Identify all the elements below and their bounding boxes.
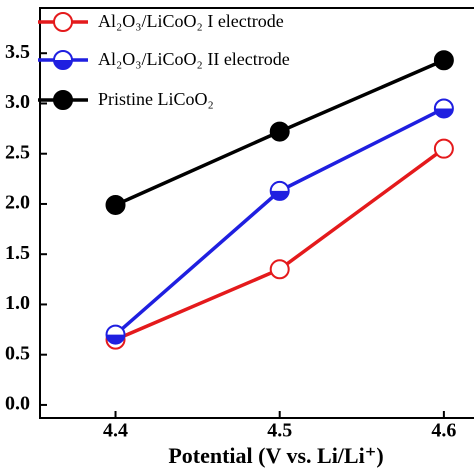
marker-half [434, 108, 453, 118]
x-tick-label: 4.5 [267, 420, 292, 442]
data-point [433, 138, 454, 159]
legend-label: Al₂O₃/LiCoO₂ I electrode [98, 11, 284, 31]
data-point [269, 121, 290, 142]
marker-fill [269, 121, 290, 142]
marker-half [270, 190, 289, 200]
data-point [105, 194, 126, 215]
legend-marker [53, 90, 73, 110]
y-tick-label: 2.0 [5, 192, 30, 214]
y-tick-label: 3.0 [5, 91, 30, 113]
data-point [269, 259, 290, 280]
series-line [114, 147, 445, 342]
data-point [269, 180, 290, 201]
marker-fill [53, 12, 73, 32]
x-tick-label: 4.6 [431, 420, 456, 442]
marker-fill [433, 138, 454, 159]
legend-marker [53, 12, 73, 32]
y-tick-label: 3.5 [5, 41, 30, 63]
series-line [114, 106, 445, 336]
y-tick-label: 1.0 [5, 292, 30, 314]
marker-fill [269, 259, 290, 280]
data-point [433, 50, 454, 71]
y-tick-label: 2.5 [5, 141, 30, 163]
legend-label: Al₂O₃/LiCoO₂ II electrode [98, 49, 290, 69]
data-point [433, 98, 454, 119]
marker-half [54, 60, 72, 69]
marker-fill [105, 194, 126, 215]
y-tick-label: 1.5 [5, 242, 30, 264]
plot-frame [39, 7, 474, 419]
legend-label: Pristine LiCoO₂ [98, 89, 214, 109]
y-tick-label: 0.0 [5, 393, 30, 415]
y-tick-label: 0.5 [5, 342, 30, 364]
legend-marker [53, 50, 73, 70]
x-axis-label: Potential (V vs. Li/Li⁺) [168, 443, 383, 468]
marker-fill [53, 90, 73, 110]
x-tick-label: 4.4 [103, 420, 128, 442]
marker-half [106, 334, 125, 344]
data-point [105, 324, 126, 345]
marker-fill [433, 50, 454, 71]
